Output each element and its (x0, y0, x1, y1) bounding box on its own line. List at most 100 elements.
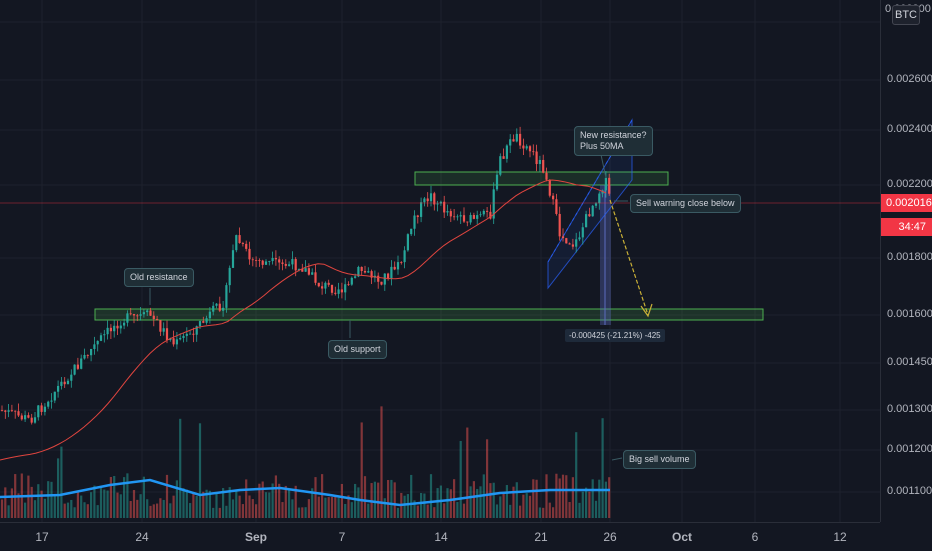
currency-badge[interactable]: BTC (892, 5, 920, 25)
price-tick: 0.001200 (887, 443, 932, 455)
candle-body (189, 333, 192, 335)
price-axis[interactable]: 0.0028000.0026000.0024000.0022000.001800… (880, 0, 932, 522)
volume-bar (0, 499, 4, 518)
candle-body (522, 145, 525, 149)
price-tick: 0.002600 (887, 73, 932, 85)
volume-bar (40, 490, 43, 518)
volume-bar (231, 499, 235, 518)
volume-bar (291, 499, 294, 518)
candle-body (139, 314, 142, 316)
candle-body (330, 284, 334, 293)
candle-body (344, 284, 347, 293)
candle-body (73, 364, 76, 375)
candle-body (99, 335, 103, 341)
candle-body (456, 216, 459, 218)
volume-bar (406, 494, 409, 518)
candle-body (261, 260, 264, 265)
volume-bar (57, 458, 60, 518)
note-big-sell-volume[interactable]: Big sell volume (623, 450, 696, 469)
candle-body (552, 195, 555, 200)
volume-bar (129, 500, 132, 518)
candle-body (423, 198, 426, 203)
candle-body (354, 276, 357, 278)
candle-body (377, 275, 380, 282)
price-tick: 0.001600 (887, 308, 932, 320)
candle-body (182, 335, 185, 338)
volume-bar (17, 493, 20, 518)
volume-bar (149, 505, 152, 518)
candle-body (218, 303, 221, 311)
support-zone[interactable] (94, 308, 764, 321)
volume-bar (261, 481, 264, 518)
candle-body (519, 133, 522, 146)
note-new-resistance[interactable]: New resistance? Plus 50MA (574, 126, 653, 156)
volume-bar (598, 479, 601, 518)
volume-bar (591, 479, 594, 518)
time-axis[interactable]: 17 24 Sep 7 14 21 26 Oct 6 12 (0, 522, 880, 551)
volume-bar (608, 477, 611, 518)
candle-body (126, 313, 129, 323)
volume-bar (24, 502, 27, 518)
candle-body (192, 333, 195, 335)
resistance-zone[interactable] (414, 171, 669, 186)
candle-body (175, 339, 178, 345)
candle-body (429, 193, 433, 202)
volume-bar (222, 488, 225, 518)
candle-body (179, 337, 182, 340)
candle-body (571, 244, 574, 247)
candle-body (185, 333, 188, 336)
volume-bar (568, 502, 571, 518)
candle-body (535, 151, 538, 165)
candle-body (304, 268, 307, 272)
candle-body (548, 179, 551, 196)
price-chart[interactable] (0, 0, 880, 522)
volume-bar (96, 505, 99, 518)
volume-bar (192, 492, 195, 518)
candle-body (390, 266, 393, 279)
candle-body (76, 364, 79, 369)
candle-body (159, 320, 162, 332)
candle-body (228, 267, 231, 286)
candle-body (225, 285, 228, 308)
candle-body (264, 261, 268, 265)
note-sell-warning[interactable]: Sell warning close below (630, 194, 741, 213)
candle-body (146, 310, 149, 313)
candle-body (420, 202, 423, 217)
candle-body (482, 210, 485, 215)
volume-bar (99, 486, 103, 518)
volume-bar (228, 487, 231, 518)
note-old-support[interactable]: Old support (328, 340, 387, 359)
volume-bar (70, 499, 73, 518)
candle-body (350, 277, 353, 285)
volume-bar (479, 486, 482, 518)
candle-body (66, 380, 70, 385)
candlesticks (0, 126, 611, 425)
volume-bar (205, 489, 208, 518)
price-tick: 0.001100 (887, 485, 932, 497)
volume-bar (80, 495, 83, 518)
volume-bar (334, 495, 337, 518)
volume-bar (7, 505, 10, 518)
volume-bar (449, 489, 452, 518)
volume-bar (4, 487, 7, 518)
volume-bar (162, 499, 165, 518)
volume-bar (515, 482, 518, 518)
volume-bar (357, 487, 360, 518)
volume-bar (601, 418, 604, 518)
volume-bar (185, 489, 188, 518)
candle-body (406, 234, 409, 251)
candle-body (604, 177, 607, 191)
volume-bar (499, 496, 502, 518)
volume-bar (459, 440, 462, 518)
candle-body (251, 259, 254, 261)
candle-body (568, 243, 571, 245)
candle-body (528, 146, 532, 152)
volume-bar (109, 476, 112, 518)
volume-bar (175, 480, 178, 518)
candle-body (116, 325, 119, 329)
candle-body (479, 214, 482, 216)
note-old-resistance[interactable]: Old resistance (124, 268, 194, 287)
candle-body (17, 411, 20, 416)
candle-body (558, 213, 561, 237)
candle-body (205, 318, 208, 323)
